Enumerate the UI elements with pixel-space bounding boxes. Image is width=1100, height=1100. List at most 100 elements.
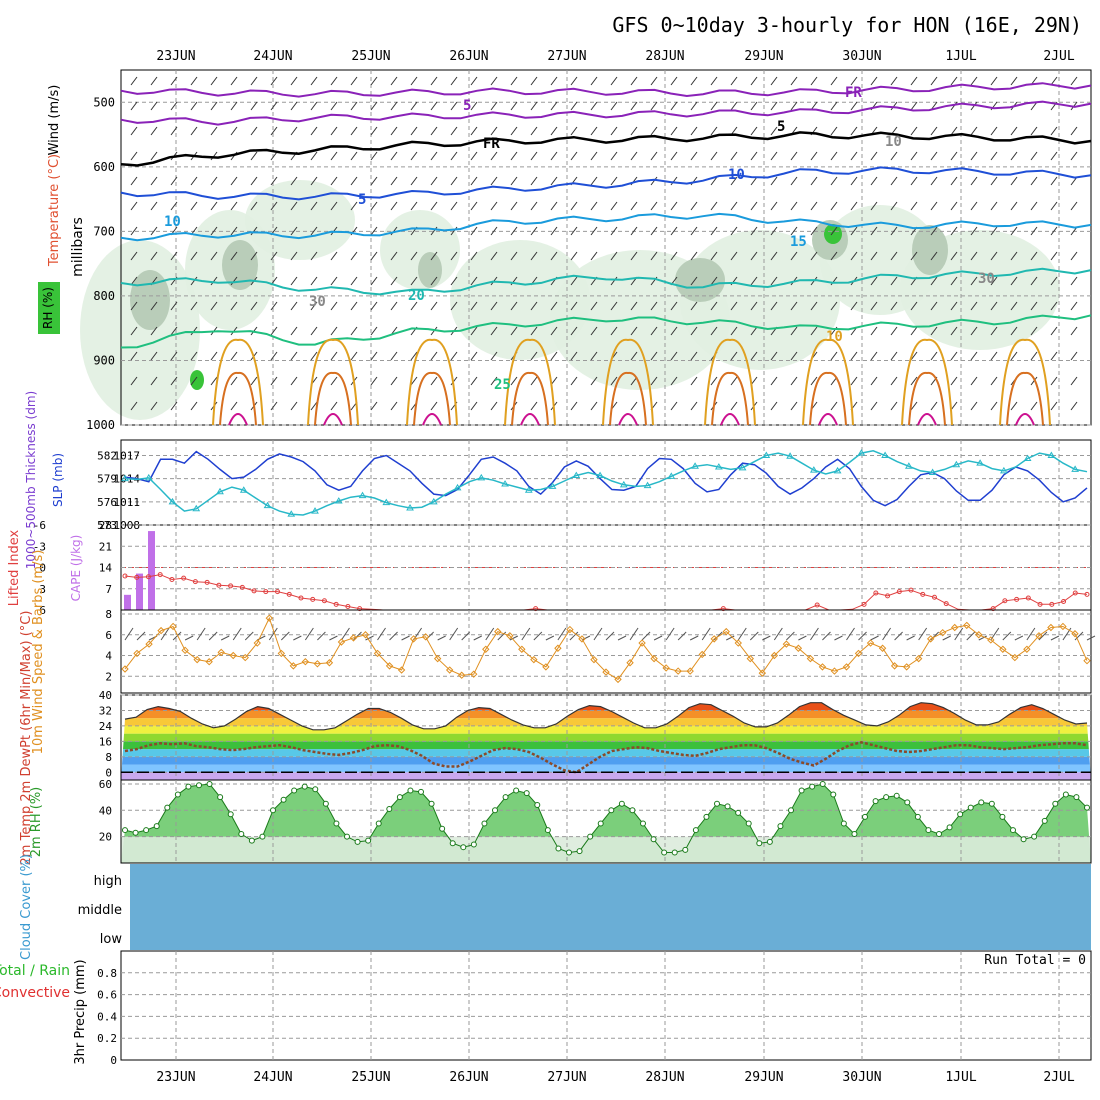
wind-barb [930, 301, 938, 311]
thickness-marker [833, 466, 842, 474]
wind-barb [1070, 326, 1078, 336]
wind-barb [690, 126, 698, 136]
temp-tick-label: 24 [99, 720, 113, 733]
wind-barb [870, 201, 878, 211]
wind-barb [377, 627, 386, 641]
precip-tick-label: 0.6 [97, 989, 117, 1002]
wind-barb [630, 126, 638, 136]
lifted-index-marker [181, 575, 187, 581]
wind-speed-marker [433, 654, 442, 663]
wind-barb [370, 176, 378, 186]
wind-speed-marker [542, 663, 550, 671]
wind-barb [172, 631, 182, 641]
wind-barb [830, 351, 838, 361]
wind-barb [1030, 326, 1038, 336]
wind-speed-marker [1047, 623, 1055, 632]
wind-barb [730, 201, 738, 211]
wind-barb [230, 301, 238, 311]
wind-barb [750, 251, 758, 261]
wind-barb [430, 401, 438, 411]
wind-barb [450, 126, 458, 136]
wind-barb [310, 326, 318, 336]
wind-barb [730, 326, 738, 336]
wind-barb [1030, 276, 1038, 286]
rh2m-marker [851, 831, 858, 838]
wind-barb [1050, 176, 1058, 186]
rh2m-marker [449, 840, 456, 847]
wind-barb [770, 76, 778, 86]
wind-barb [990, 276, 998, 286]
wind-barb [470, 151, 478, 161]
wind-barb [365, 635, 374, 641]
wind-barb [410, 276, 418, 286]
wind-barb [858, 631, 867, 641]
lifted-index-marker [298, 595, 304, 601]
wind-barb [770, 151, 778, 161]
lifted-index-marker [1025, 595, 1031, 601]
wind-speed-marker [710, 635, 718, 643]
wind-barb [810, 226, 818, 236]
wind-barb [950, 276, 958, 286]
rh2m-axis-label: 2m RH (%) [29, 787, 44, 858]
rh2m-marker [259, 833, 266, 840]
wind-barb [790, 76, 798, 86]
temperature-band [121, 749, 1091, 757]
wind-barb [1070, 401, 1078, 411]
top-date-label: 1JUL [945, 49, 976, 64]
chart-title: GFS 0~10day 3-hourly for HON (16E, 29N) [612, 13, 1082, 37]
wind-barb [1070, 126, 1078, 136]
rh2m-marker [703, 813, 710, 820]
wind-barb [310, 401, 318, 411]
wind-speed-marker [770, 651, 779, 660]
wind-tick-label: 4 [105, 650, 112, 663]
cloud-level-label: high [94, 874, 122, 889]
rh-shading [680, 230, 840, 370]
wind-barb [270, 401, 278, 411]
temperature-contour-30 [1006, 371, 1044, 426]
wind-barb [130, 251, 138, 261]
thickness-marker [667, 472, 676, 479]
contour-label: 10 [164, 214, 181, 230]
wind-barb [430, 251, 438, 261]
wind-barb [530, 151, 538, 161]
thickness-marker [263, 501, 272, 509]
rh2m-marker [227, 811, 234, 818]
lifted-index-marker [310, 596, 316, 602]
top-date-label: 30JUN [842, 49, 881, 64]
wind-barb [150, 376, 158, 386]
wind-barb [850, 176, 858, 186]
wind-barb [630, 76, 638, 86]
wind-barb [330, 201, 338, 211]
wind-barb [786, 631, 795, 641]
lifted-index-marker [1049, 601, 1055, 607]
temp-tick-label: 16 [99, 735, 112, 748]
thickness-marker [548, 482, 557, 489]
wind-speed-marker [914, 654, 923, 663]
wind-barb [610, 76, 618, 86]
wind-barb [930, 151, 938, 161]
li-axis-label: Lifted Index [7, 529, 22, 606]
wind-speed-marker [674, 667, 682, 675]
lifted-index-marker [1061, 599, 1067, 604]
rh-shading-high [190, 370, 204, 390]
wind-barb [1050, 301, 1058, 311]
wind-barb [293, 635, 302, 641]
rh2m-tick-label: 60 [99, 778, 112, 791]
wind-barb [370, 101, 378, 111]
rh2m-marker [914, 813, 921, 820]
wind-barb [1030, 101, 1038, 111]
wind-barb [490, 151, 498, 161]
wind-barb [290, 401, 298, 411]
wind-speed-marker [602, 668, 610, 676]
wind-barb [870, 251, 878, 261]
rh2m-marker [470, 841, 477, 848]
wind-barb [930, 126, 938, 136]
wind-barb [850, 351, 858, 361]
wind-barb [610, 201, 618, 211]
wind-barb [850, 226, 858, 236]
wind-speed-marker [650, 654, 658, 663]
wind-barb [190, 76, 198, 86]
wind-barb [1010, 326, 1018, 336]
lifted-index-marker [720, 606, 726, 612]
wind-barb [690, 101, 698, 111]
